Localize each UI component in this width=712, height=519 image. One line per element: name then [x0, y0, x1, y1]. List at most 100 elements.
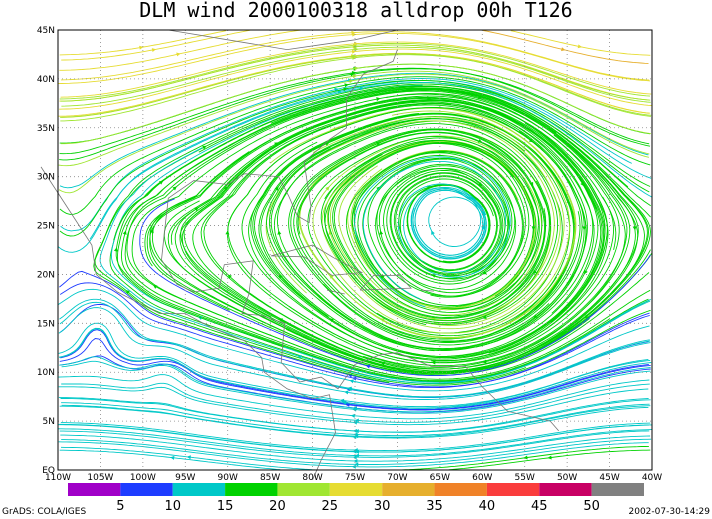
streamline-arrow — [354, 66, 359, 71]
streamline — [265, 120, 555, 321]
x-tick-label: 90W — [218, 473, 238, 483]
streamline-arrow — [325, 186, 330, 191]
streamline-arrow — [349, 79, 354, 84]
streamline-arrow — [350, 413, 355, 418]
streamline-arrow — [477, 138, 483, 143]
streamline-arrow — [561, 47, 566, 52]
streamline-arrow — [227, 274, 232, 279]
y-tick-label: 35N — [37, 124, 55, 134]
colorbar-label: 40 — [479, 499, 496, 514]
streamline — [58, 424, 652, 453]
streamline — [510, 30, 651, 56]
streamline-arrow — [376, 186, 381, 191]
streamline — [59, 449, 281, 471]
streamline-arrow — [354, 418, 359, 423]
plot-frame — [57, 29, 653, 471]
colorbar-label: 5 — [116, 499, 124, 514]
colorbar-label: 35 — [426, 499, 443, 514]
streamline-arrow — [533, 269, 538, 275]
streamline — [58, 80, 652, 253]
footer-right: 2002-07-30-14:29 — [629, 507, 711, 517]
streamline — [94, 82, 651, 386]
streamline — [59, 53, 651, 118]
streamline-arrow — [584, 314, 589, 319]
streamline-arrow — [580, 181, 585, 187]
x-tick-label: 95W — [175, 473, 195, 483]
streamline-arrow — [172, 186, 177, 191]
x-tick-label: 110W — [45, 473, 71, 483]
streamline-arrow — [427, 185, 432, 190]
streamline-arrow — [158, 180, 164, 185]
x-tick-label: 85W — [260, 473, 280, 483]
streamline-arrow — [482, 359, 487, 364]
colorbar-swatch — [486, 483, 540, 496]
streamline — [192, 104, 587, 363]
streamline-arrow — [577, 44, 582, 49]
coastlines — [40, 29, 560, 480]
colorbar-swatch — [172, 483, 226, 496]
streamline-arrow — [359, 86, 364, 91]
x-tick-label: 75W — [345, 473, 365, 483]
streamline — [273, 123, 551, 352]
streamlines — [57, 29, 653, 471]
streamline — [321, 118, 565, 330]
streamline-arrow — [376, 142, 381, 146]
grid: 110W 105W 100W 95W 90W 85W 80W 75W 70W 65W 60W 55W 5… — [37, 26, 662, 483]
x-tick-label: 80W — [302, 473, 322, 483]
streamline-arrow — [584, 269, 588, 275]
streamline — [297, 132, 539, 306]
colorbar-swatch — [382, 483, 435, 496]
colorbar-label: 10 — [164, 499, 181, 514]
streamline-arrow — [325, 142, 330, 146]
streamline-arrow — [352, 406, 357, 411]
footer-left: GrADS: COLA/IGES — [2, 507, 86, 517]
streamline-arrow — [125, 290, 130, 295]
y-tick-label: 30N — [37, 173, 55, 183]
streamline-arrow — [113, 247, 118, 252]
streamline-arrow — [351, 70, 357, 75]
x-tick-label: 105W — [87, 473, 113, 483]
streamline-arrow — [632, 226, 637, 231]
streamline-arrow — [151, 48, 157, 53]
streamline-arrow — [354, 462, 359, 467]
coastline — [40, 166, 336, 480]
x-tick-label: 70W — [387, 473, 407, 483]
streamline — [149, 85, 651, 375]
streamline — [288, 128, 550, 346]
streamline-arrow — [365, 364, 371, 369]
streamline-arrow — [482, 315, 487, 320]
streamline-arrow — [379, 230, 384, 235]
streamline-arrow — [478, 182, 483, 187]
y-tick-label: 15N — [37, 319, 55, 329]
streamline-arrow — [277, 230, 282, 235]
streamline-arrow — [351, 30, 356, 35]
streamline — [57, 288, 650, 392]
streamline-arrow — [353, 44, 358, 49]
colorbar-label: 25 — [322, 499, 339, 514]
x-tick-label: 55W — [515, 473, 535, 483]
streamline-arrow — [341, 400, 346, 405]
title: DLM wind 2000100318 alldrop 00h T126 — [139, 0, 572, 22]
x-tick-label: 50W — [557, 473, 577, 483]
streamline — [149, 97, 609, 374]
colorbar: 5 10 15 20 25 30 35 40 45 50 — [68, 483, 644, 514]
streamline-arrow — [523, 455, 528, 460]
streamline — [181, 103, 585, 350]
coastline — [168, 29, 398, 51]
streamline — [89, 81, 653, 240]
x-tick-label: 65W — [430, 473, 450, 483]
streamline-arrow — [352, 455, 357, 460]
colorbar-swatch — [329, 483, 383, 496]
streamline — [170, 101, 588, 350]
coastline — [359, 275, 412, 291]
colorbar-swatch — [591, 483, 644, 496]
streamline — [248, 113, 615, 361]
streamline-arrow — [376, 97, 381, 102]
streamline-arrow — [274, 142, 279, 147]
streamline-arrow — [352, 74, 357, 79]
streamline-arrow — [297, 355, 302, 359]
streamline-arrow — [202, 145, 207, 150]
colorbar-swatch — [434, 483, 487, 496]
y-tick-label: 40N — [37, 75, 55, 85]
